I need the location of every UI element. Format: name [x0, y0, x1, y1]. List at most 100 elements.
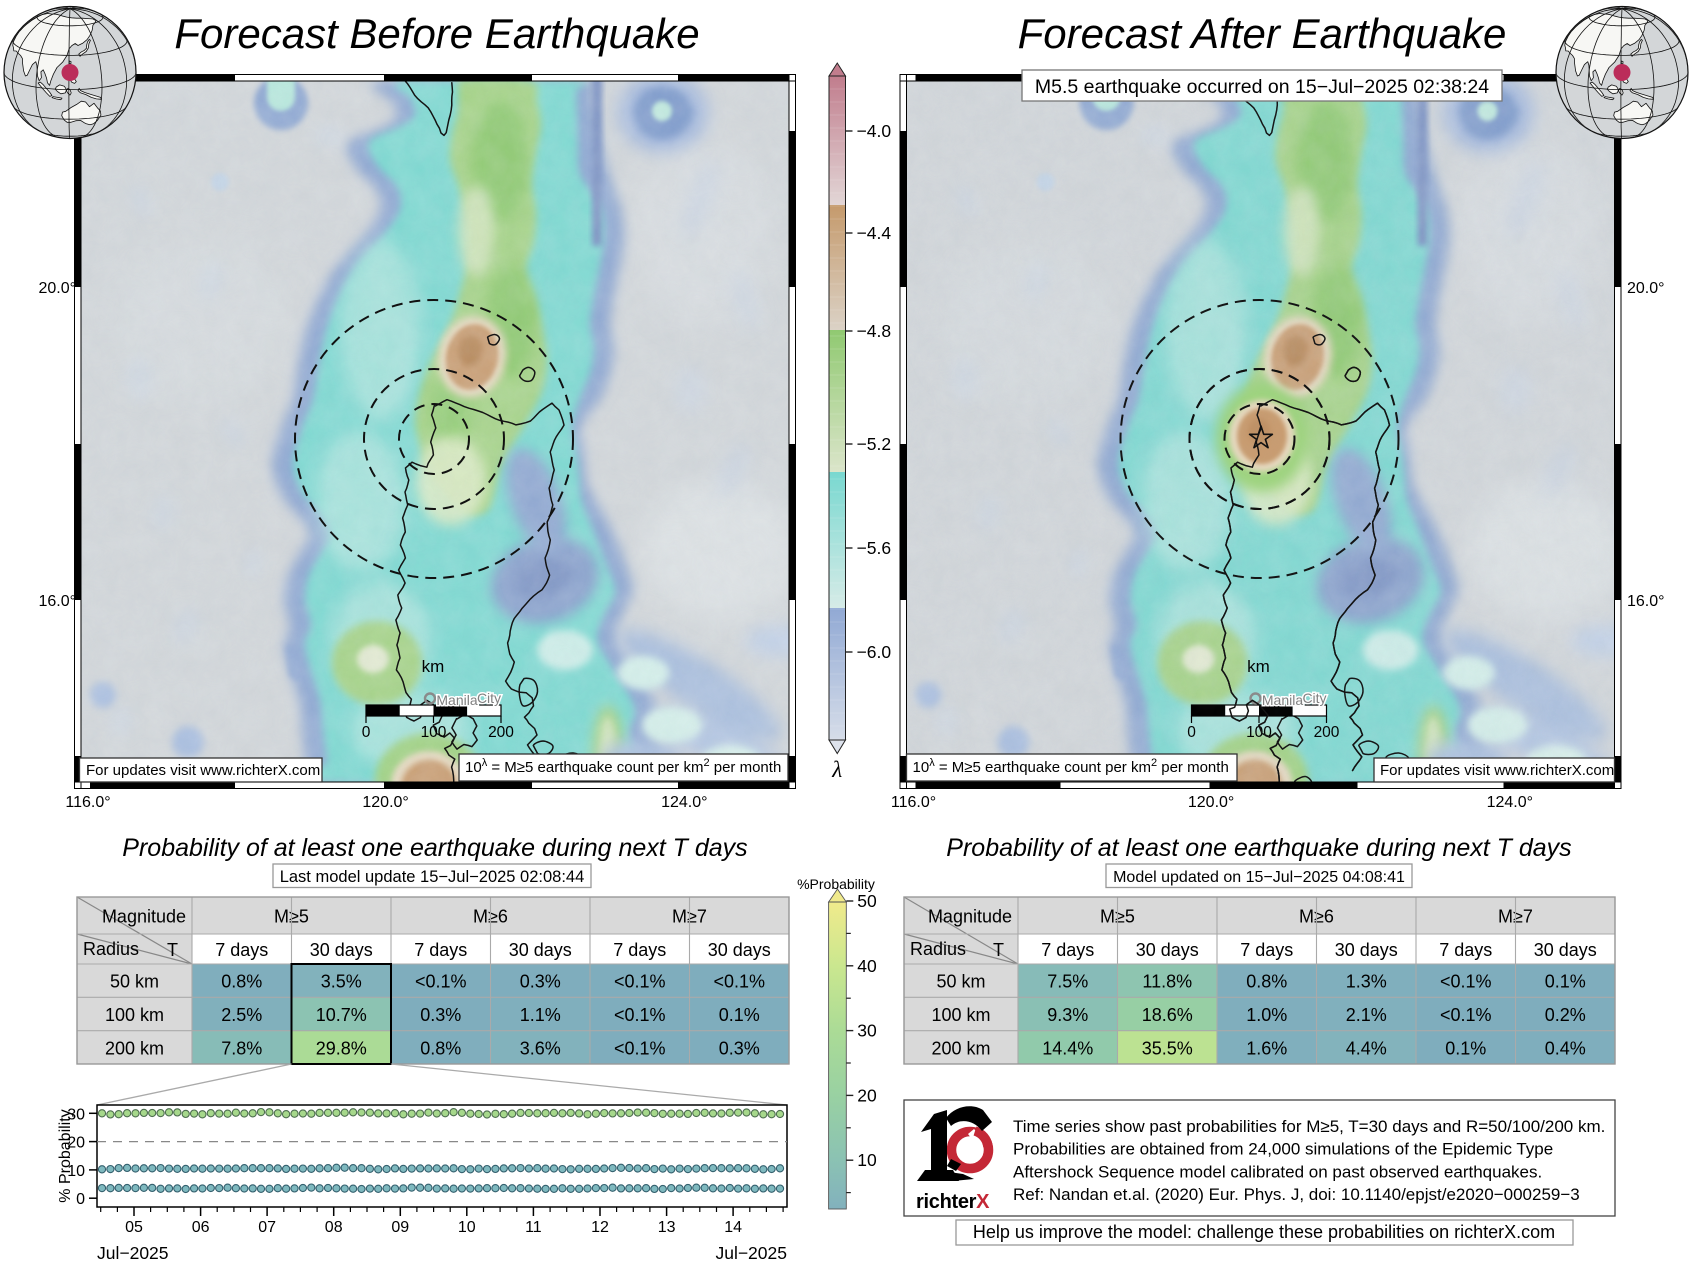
svg-text:<0.1%: <0.1% — [415, 972, 467, 992]
svg-text:For updates visit www.richterX: For updates visit www.richterX.com — [86, 762, 320, 779]
svg-text:0.4%: 0.4% — [1545, 1038, 1586, 1058]
svg-text:<0.1%: <0.1% — [614, 1038, 666, 1058]
svg-text:7 days: 7 days — [1439, 940, 1492, 960]
svg-text:30 days: 30 days — [708, 940, 771, 960]
svg-text:richterX: richterX — [916, 1191, 990, 1213]
svg-text:30 days: 30 days — [1335, 940, 1398, 960]
svg-text:10λ = M≥5 earthquake count per: 10λ = M≥5 earthquake count per km2 per m… — [465, 757, 781, 776]
svg-text:Last model update 15−Jul−2025: Last model update 15−Jul−2025 02:08:44 — [280, 868, 585, 886]
svg-text:0.3%: 0.3% — [719, 1038, 760, 1058]
svg-text:35.5%: 35.5% — [1142, 1038, 1193, 1058]
svg-text:Jul−2025: Jul−2025 — [97, 1243, 169, 1263]
svg-text:0.8%: 0.8% — [221, 972, 262, 992]
svg-text:7 days: 7 days — [613, 940, 666, 960]
svg-text:14.4%: 14.4% — [1042, 1038, 1093, 1058]
svg-text:<0.1%: <0.1% — [1440, 972, 1492, 992]
svg-text:10: 10 — [857, 1150, 877, 1170]
svg-text:10: 10 — [67, 1163, 85, 1180]
svg-text:100 km: 100 km — [105, 1005, 164, 1025]
svg-text:−4.8: −4.8 — [857, 321, 892, 341]
svg-text:−5.2: −5.2 — [857, 434, 892, 454]
svg-text:−6.0: −6.0 — [857, 642, 892, 662]
svg-text:Forecast Before Earthquake: Forecast Before Earthquake — [174, 10, 699, 57]
svg-text:30: 30 — [67, 1106, 85, 1123]
svg-text:06: 06 — [192, 1219, 210, 1236]
svg-text:30 days: 30 days — [509, 940, 572, 960]
svg-text:0.1%: 0.1% — [1545, 972, 1586, 992]
svg-text:<0.1%: <0.1% — [1440, 1005, 1492, 1025]
svg-text:Jul−2025: Jul−2025 — [715, 1243, 787, 1263]
svg-text:20.0°: 20.0° — [1627, 280, 1665, 297]
svg-text:T: T — [167, 940, 178, 960]
svg-text:13: 13 — [658, 1219, 676, 1236]
svg-text:T: T — [993, 940, 1004, 960]
svg-text:16.0°: 16.0° — [38, 593, 76, 610]
svg-text:30: 30 — [857, 1021, 877, 1041]
svg-text:50 km: 50 km — [936, 972, 985, 992]
svg-text:116.0°: 116.0° — [65, 794, 110, 811]
svg-text:0.8%: 0.8% — [420, 1038, 461, 1058]
svg-text:50 km: 50 km — [110, 972, 159, 992]
svg-text:3.5%: 3.5% — [321, 972, 362, 992]
svg-text:0.8%: 0.8% — [1246, 972, 1287, 992]
svg-text:<0.1%: <0.1% — [614, 1005, 666, 1025]
svg-text:40: 40 — [857, 956, 877, 976]
svg-text:120.0°: 120.0° — [362, 794, 408, 811]
svg-text:Help us improve the model: cha: Help us improve the model: challenge the… — [973, 1222, 1555, 1242]
svg-text:For updates visit www.richterX: For updates visit www.richterX.com — [1380, 762, 1614, 779]
svg-text:Model updated on 15−Jul−2025 0: Model updated on 15−Jul−2025 04:08:41 — [1113, 869, 1405, 886]
svg-text:1.3%: 1.3% — [1346, 972, 1387, 992]
svg-text:200 km: 200 km — [931, 1038, 990, 1058]
svg-text:7 days: 7 days — [414, 940, 467, 960]
svg-text:7.8%: 7.8% — [221, 1038, 262, 1058]
svg-text:30 days: 30 days — [1136, 940, 1199, 960]
svg-text:Aftershock Sequence model cali: Aftershock Sequence model calibrated on … — [1013, 1162, 1542, 1181]
svg-text:30 days: 30 days — [310, 940, 373, 960]
svg-text:7 days: 7 days — [215, 940, 268, 960]
svg-text:11: 11 — [525, 1219, 542, 1236]
svg-text:10λ = M≥5 earthquake count per: 10λ = M≥5 earthquake count per km2 per m… — [913, 757, 1229, 776]
svg-text:% Probability: % Probability — [57, 1109, 74, 1202]
svg-text:M5.5 earthquake occurred on 15: M5.5 earthquake occurred on 15−Jul−2025 … — [1035, 76, 1489, 98]
svg-text:08: 08 — [325, 1219, 343, 1236]
svg-text:3.6%: 3.6% — [520, 1038, 561, 1058]
svg-text:9.3%: 9.3% — [1047, 1005, 1088, 1025]
svg-text:09: 09 — [391, 1219, 409, 1236]
svg-text:−4.4: −4.4 — [857, 223, 892, 243]
svg-text:20: 20 — [67, 1135, 85, 1152]
svg-text:116.0°: 116.0° — [891, 794, 936, 811]
svg-text:0.1%: 0.1% — [719, 1005, 760, 1025]
svg-text:14: 14 — [724, 1219, 742, 1236]
svg-text:−4.0: −4.0 — [857, 121, 892, 141]
svg-text:120.0°: 120.0° — [1188, 794, 1234, 811]
svg-text:Probability of at least one ea: Probability of at least one earthquake d… — [946, 834, 1571, 862]
svg-text:Time series show past probabil: Time series show past probabilities for … — [1013, 1117, 1605, 1136]
svg-text:1.1%: 1.1% — [520, 1005, 561, 1025]
svg-text:Magnitude: Magnitude — [928, 907, 1012, 927]
svg-text:12: 12 — [591, 1219, 609, 1236]
svg-text:2.5%: 2.5% — [221, 1005, 262, 1025]
svg-text:<0.1%: <0.1% — [614, 972, 666, 992]
svg-text:Forecast After Earthquake: Forecast After Earthquake — [1018, 10, 1507, 57]
svg-text:16.0°: 16.0° — [1627, 593, 1665, 610]
svg-text:7 days: 7 days — [1240, 940, 1293, 960]
svg-text:0.2%: 0.2% — [1545, 1005, 1586, 1025]
svg-text:07: 07 — [258, 1219, 276, 1236]
svg-text:200 km: 200 km — [105, 1038, 164, 1058]
svg-text:18.6%: 18.6% — [1142, 1005, 1193, 1025]
svg-text:4.4%: 4.4% — [1346, 1038, 1387, 1058]
svg-text:20.0°: 20.0° — [38, 280, 76, 297]
svg-text:Probabilities are obtained fro: Probabilities are obtained from 24,000 s… — [1013, 1140, 1553, 1159]
svg-text:20: 20 — [857, 1085, 877, 1105]
svg-text:1.6%: 1.6% — [1246, 1038, 1287, 1058]
svg-text:11.8%: 11.8% — [1142, 972, 1192, 992]
svg-text:λ: λ — [831, 757, 842, 782]
svg-text:0.1%: 0.1% — [1445, 1038, 1486, 1058]
svg-text:7 days: 7 days — [1041, 940, 1094, 960]
svg-text:29.8%: 29.8% — [316, 1038, 367, 1058]
svg-text:−5.6: −5.6 — [857, 538, 892, 558]
svg-text:124.0°: 124.0° — [661, 794, 707, 811]
svg-text:100 km: 100 km — [931, 1005, 990, 1025]
svg-text:Radius: Radius — [910, 939, 966, 959]
svg-text:30 days: 30 days — [1534, 940, 1597, 960]
